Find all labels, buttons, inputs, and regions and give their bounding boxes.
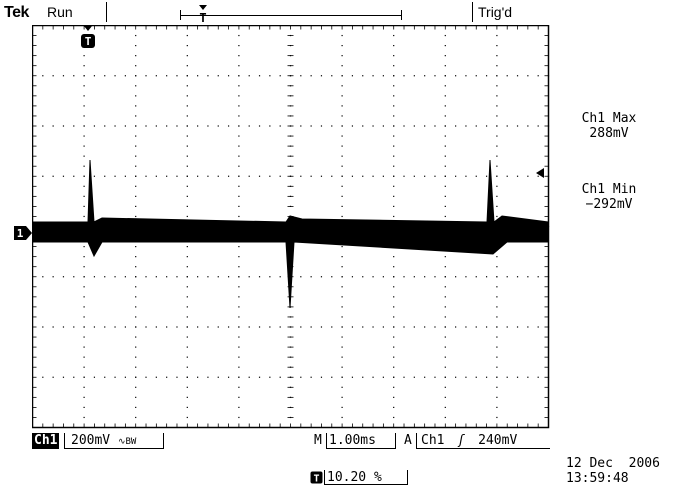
- measurement-max: Ch1 Max 288mV: [564, 111, 654, 141]
- status-bar: Ch1 200mV ∿BW M 1.00ms A Ch1 ʃ 240mV: [32, 433, 550, 451]
- run-state: Run: [47, 4, 73, 20]
- rising-edge-icon: ʃ: [457, 433, 466, 448]
- header-divider: [472, 2, 473, 22]
- record-view-bar[interactable]: [180, 10, 402, 20]
- volts-per-div: 200mV: [71, 433, 111, 448]
- channel-badge[interactable]: Ch1: [32, 433, 60, 449]
- svg-text:T: T: [313, 474, 319, 485]
- trigger-marker-icon: T: [310, 471, 323, 484]
- date-text: 12 Dec 2006: [566, 456, 660, 471]
- measurement-min: Ch1 Min −292mV: [564, 182, 654, 212]
- svg-text:1: 1: [17, 227, 24, 240]
- waveform-screen[interactable]: [32, 25, 550, 429]
- time-text: 13:59:48: [566, 471, 629, 486]
- svg-text:T: T: [85, 35, 92, 48]
- trigger-source: Ch1: [421, 433, 445, 448]
- record-trigger-marker-icon: T: [199, 5, 207, 25]
- measurement-value: −292mV: [585, 197, 633, 212]
- bandwidth-limit-icon: ∿BW: [117, 437, 137, 447]
- header-divider: [106, 2, 107, 22]
- vertical-scale-readout[interactable]: 200mV ∿BW: [64, 433, 164, 449]
- main-timebase-label: M: [314, 433, 322, 448]
- trigger-position-marker-icon[interactable]: T: [79, 26, 97, 52]
- svg-text:T: T: [199, 11, 206, 25]
- channel-1-ground-icon[interactable]: 1: [12, 224, 34, 242]
- trigger-readout[interactable]: Ch1 ʃ 240mV: [416, 433, 550, 449]
- time-per-div[interactable]: 1.00ms: [326, 433, 396, 449]
- trigger-a-label: A: [404, 433, 412, 448]
- trigger-level-arrow-icon[interactable]: [534, 167, 546, 179]
- trigger-position-value[interactable]: 10.20 %: [324, 470, 408, 485]
- timestamp: 12 Dec 2006 13:59:48: [566, 456, 660, 486]
- trigger-state: Trig'd: [478, 4, 513, 20]
- measurement-value: 288mV: [589, 126, 629, 141]
- brand-logo: Tek: [4, 4, 29, 21]
- measurement-label: Ch1 Min: [581, 182, 637, 197]
- measurement-label: Ch1 Max: [581, 111, 637, 126]
- trigger-level: 240mV: [478, 433, 518, 448]
- ch1-waveform-trace: [32, 159, 549, 309]
